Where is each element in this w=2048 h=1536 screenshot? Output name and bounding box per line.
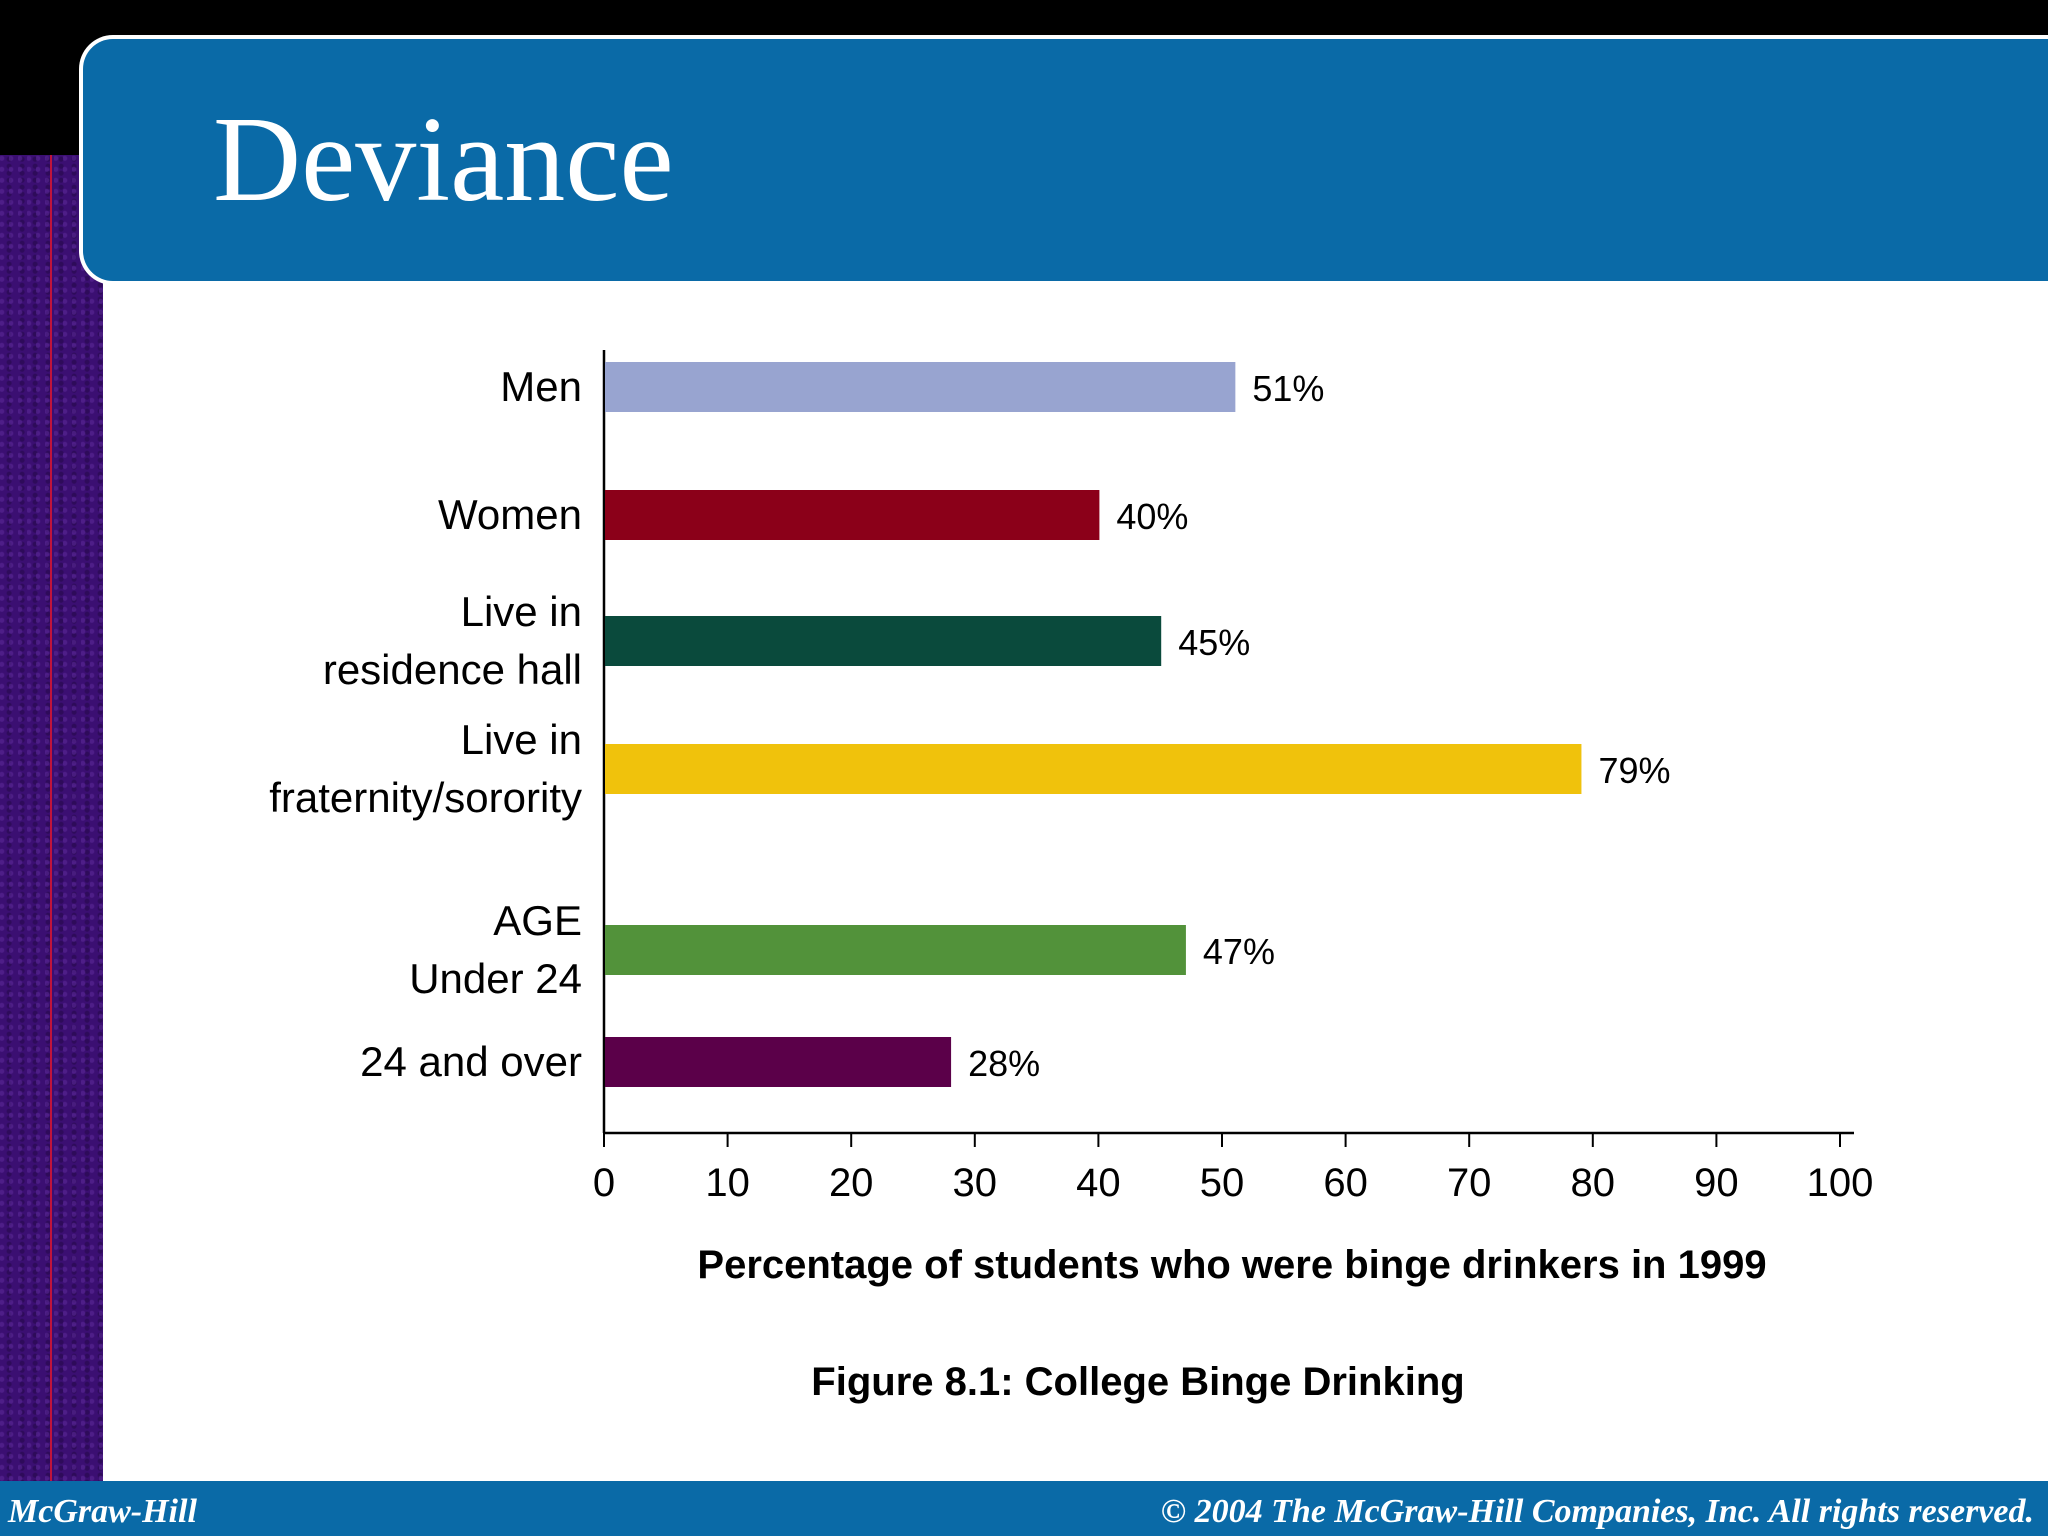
category-label: Men — [500, 363, 582, 410]
category-label: Live in — [461, 588, 582, 635]
bar — [605, 1037, 952, 1087]
x-tick-label: 40 — [1076, 1161, 1121, 1205]
footer-bar: McGraw-Hill © 2004 The McGraw-Hill Compa… — [0, 1481, 2048, 1536]
x-tick-label: 50 — [1200, 1161, 1245, 1205]
bar-value-label: 51% — [1252, 368, 1324, 409]
bar — [605, 744, 1582, 794]
x-tick-label: 70 — [1447, 1161, 1492, 1205]
x-tick-label: 100 — [1807, 1161, 1874, 1205]
bar-value-label: 79% — [1598, 750, 1670, 791]
x-axis-title: Percentage of students who were binge dr… — [697, 1243, 1766, 1287]
bar — [605, 490, 1100, 540]
bar — [605, 616, 1162, 666]
slide-content-area — [103, 220, 2048, 1481]
x-tick-label: 20 — [829, 1161, 874, 1205]
bar — [605, 925, 1186, 975]
category-label: AGE — [493, 897, 582, 944]
x-tick-label: 90 — [1694, 1161, 1739, 1205]
x-tick-label: 80 — [1571, 1161, 1616, 1205]
bar-value-label: 28% — [968, 1043, 1040, 1084]
bar-value-label: 45% — [1178, 622, 1250, 663]
publisher-name: McGraw-Hill — [8, 1493, 197, 1530]
slide-title: Deviance — [213, 92, 674, 227]
category-label: Live in — [461, 716, 582, 763]
title-banner: Deviance — [79, 35, 2048, 285]
x-tick-label: 0 — [593, 1161, 615, 1205]
bar-chart: 0 10 20 30 40 50 60 70 80 90 100 51% Men 40% Women 45% L… — [269, 350, 1874, 1287]
category-label: 24 and over — [360, 1038, 582, 1085]
x-tick-label: 10 — [705, 1161, 750, 1205]
category-label: residence hall — [323, 646, 582, 693]
copyright-notice: © 2004 The McGraw-Hill Companies, Inc. A… — [1160, 1493, 2034, 1530]
figure-caption: Figure 8.1: College Binge Drinking — [811, 1360, 1465, 1404]
category-label: fraternity/sorority — [269, 774, 582, 821]
category-label: Under 24 — [409, 955, 582, 1002]
bar-value-label: 47% — [1203, 931, 1275, 972]
bar-value-label: 40% — [1116, 496, 1188, 537]
left-accent-line — [50, 155, 52, 1481]
category-label: Women — [438, 491, 582, 538]
x-tick-label: 60 — [1323, 1161, 1368, 1205]
bar — [605, 362, 1236, 412]
x-tick-label: 30 — [953, 1161, 998, 1205]
